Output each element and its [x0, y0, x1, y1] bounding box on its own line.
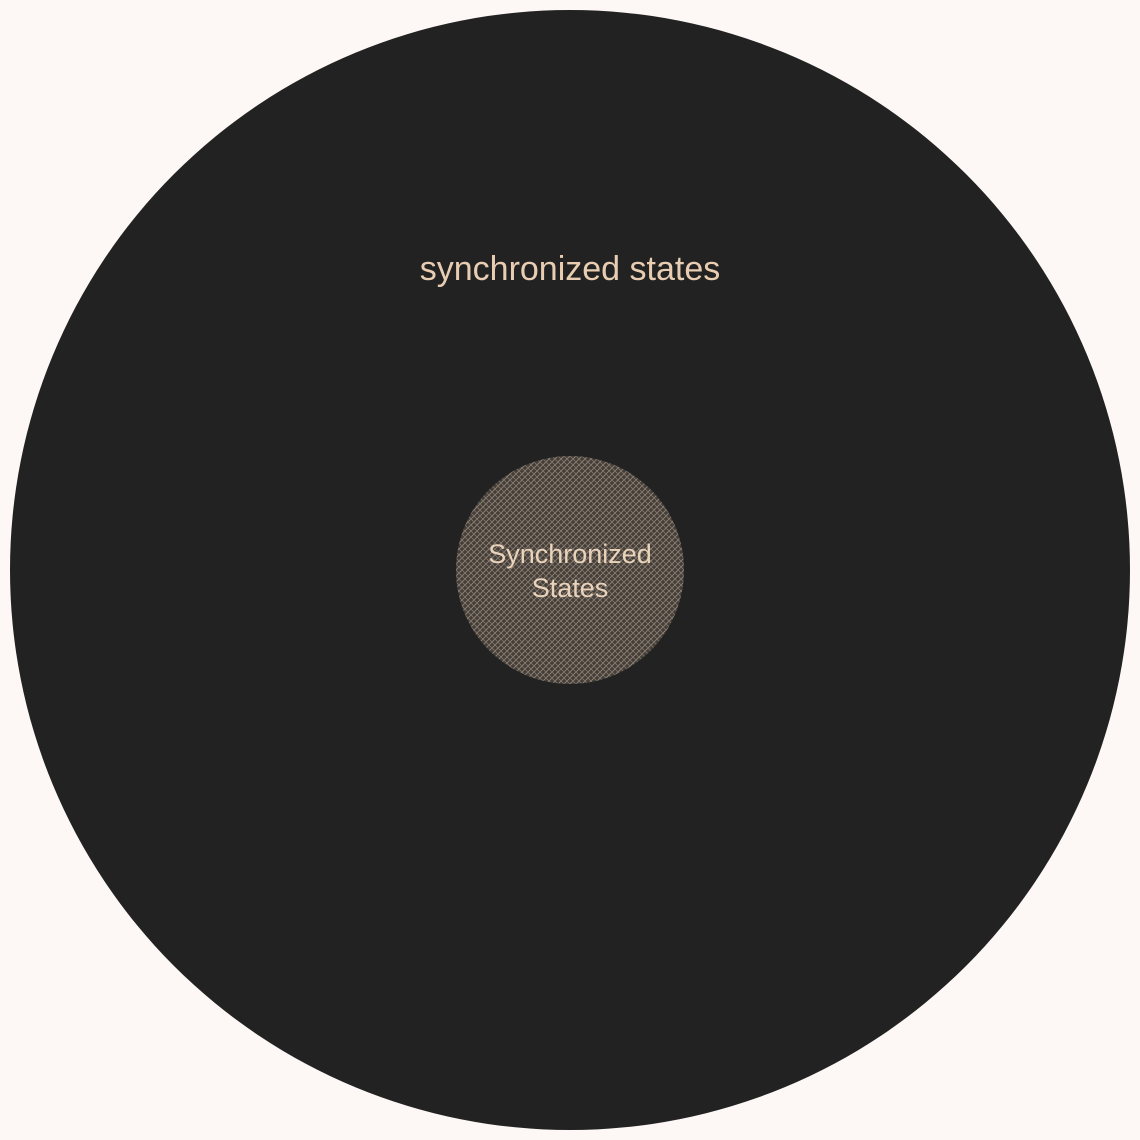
inner-circle-label-line1: Synchronized — [488, 539, 652, 569]
inner-circle-label: Synchronized States — [455, 537, 685, 605]
inner-circle — [456, 456, 684, 684]
inner-circle-label-line2: States — [531, 573, 609, 603]
outer-circle-label: synchronized states — [419, 250, 721, 288]
